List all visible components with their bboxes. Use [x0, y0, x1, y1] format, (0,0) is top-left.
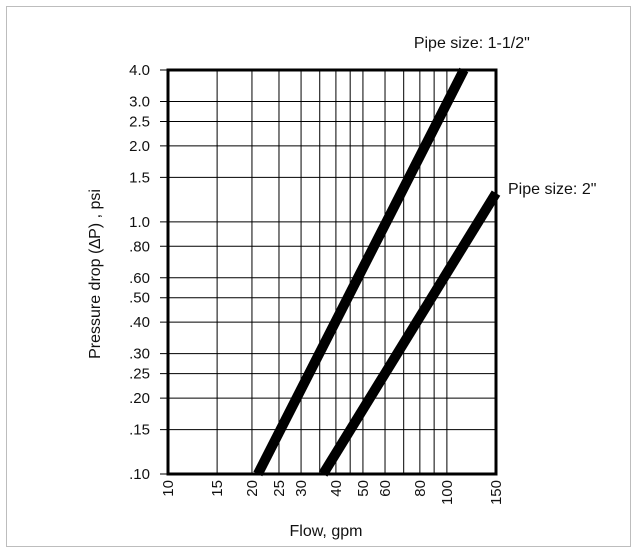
y-tick-label: .40 — [129, 314, 150, 331]
y-tick-label: .60 — [129, 270, 150, 287]
y-tick-label: 3.0 — [129, 94, 150, 111]
series-label: Pipe size: 2" — [508, 181, 596, 198]
x-tick-label: 60 — [377, 480, 394, 497]
y-axis-label: Pressure drop (∆P) , psi — [87, 189, 104, 359]
y-tick-label: 4.0 — [129, 62, 150, 79]
y-tick-label: .10 — [129, 466, 150, 483]
y-tick-label: .80 — [129, 238, 150, 255]
x-tick-label: 40 — [328, 480, 345, 497]
y-tick-label: .20 — [129, 390, 150, 407]
y-tick-label: 1.5 — [129, 169, 150, 186]
series-line — [318, 190, 501, 477]
series-label: Pipe size: 1-1/2" — [414, 35, 530, 52]
x-tick-labels: 10 15 20 25 30 40 50 60 80 100 150 — [160, 480, 505, 505]
chart-frame — [6, 6, 631, 547]
y-tick-label: .50 — [129, 290, 150, 307]
y-tick-label: 2.0 — [129, 138, 150, 155]
y-tick-label: 1.0 — [129, 214, 150, 231]
x-tick-label: 100 — [439, 480, 456, 505]
series-labels: Pipe size: 1-1/2" Pipe size: 2" — [414, 35, 597, 198]
y-tick-label: .25 — [129, 366, 150, 383]
x-tick-label: 150 — [488, 480, 505, 505]
x-tick-label: 50 — [355, 480, 372, 497]
x-axis-label: Flow, gpm — [290, 523, 363, 540]
y-tick-labels: .10 .15 .20 .25 .30 .40 .50 .60 .80 1.0 1.5 2.0 2.5 3… — [129, 62, 150, 483]
series-line — [253, 67, 469, 477]
y-tick-label: .15 — [129, 422, 150, 439]
x-tick-label: 20 — [244, 480, 261, 497]
x-tick-label: 30 — [293, 480, 310, 497]
x-tick-label: 80 — [412, 480, 429, 497]
series-lines — [253, 67, 501, 477]
x-tick-label: 25 — [271, 480, 288, 497]
plot-border — [166, 68, 498, 476]
x-tick-label: 10 — [160, 480, 177, 497]
x-tick-label: 15 — [209, 480, 226, 497]
y-tick-label: .30 — [129, 346, 150, 363]
y-tick-label: 2.5 — [129, 113, 150, 130]
